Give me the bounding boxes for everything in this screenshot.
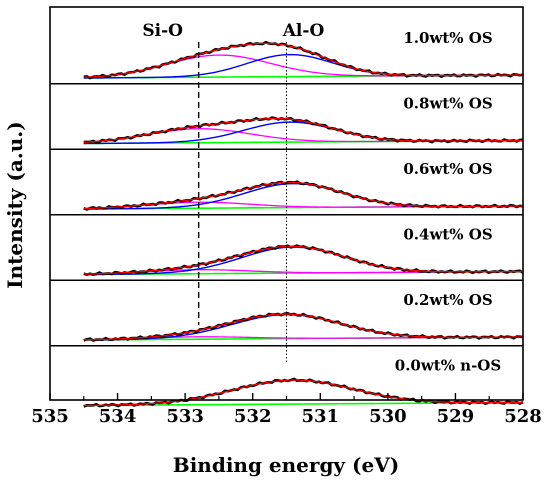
raw-spectrum [83,40,524,80]
x-axis-ticks: 535 534 533 532 531 530 529 528 [31,393,542,427]
x-tick-label: 531 [301,406,339,427]
fit-envelope [83,42,524,78]
x-tick-label: 530 [369,406,407,427]
panel-label: 0.2wt% OS [403,291,492,309]
panel-label: 0.4wt% OS [403,226,492,244]
si-o-fit-peak [83,54,524,78]
spectrum-panel: 0.8wt% OS [83,95,524,145]
fit-envelope [83,117,524,143]
spectrum-panel: 0.0wt% n-OS [83,357,524,408]
spectrum-panel: 0.4wt% OS [83,226,524,276]
fit-envelope [83,313,524,341]
panel-label: 0.0wt% n-OS [395,357,501,375]
al-o-annotation: Al-O [282,21,325,41]
fit-envelope [83,245,524,275]
x-tick-label: 528 [504,406,542,427]
spectrum-panel: 0.6wt% OS [83,160,524,211]
raw-spectrum [83,180,524,211]
x-tick-label: 534 [99,406,137,427]
x-tick-label: 532 [234,406,272,427]
x-tick-label: 533 [166,406,204,427]
si-o-annotation: Si-O [142,21,183,41]
raw-spectrum [83,244,524,276]
panel-label: 0.8wt% OS [403,95,492,113]
fit-envelope [83,379,524,407]
al-o-fit-peak [83,53,524,79]
x-tick-label: 529 [437,406,475,427]
y-axis-title: Intensity (a.u.) [3,121,27,288]
panel-label: 0.6wt% OS [403,160,492,178]
x-tick-label: 535 [31,406,69,427]
panels-layer: 1.0wt% OS 0.8wt% OS 0.6wt% OS 0.4wt% OS 0.2w… [50,29,524,408]
x-axis-title: Binding energy (eV) [173,453,399,477]
fit-envelope [83,181,524,210]
panel-label: 1.0wt% OS [403,29,492,47]
spectrum-panel: 0.2wt% OS [83,291,524,342]
spectrum-panel: 1.0wt% OS [83,29,524,80]
